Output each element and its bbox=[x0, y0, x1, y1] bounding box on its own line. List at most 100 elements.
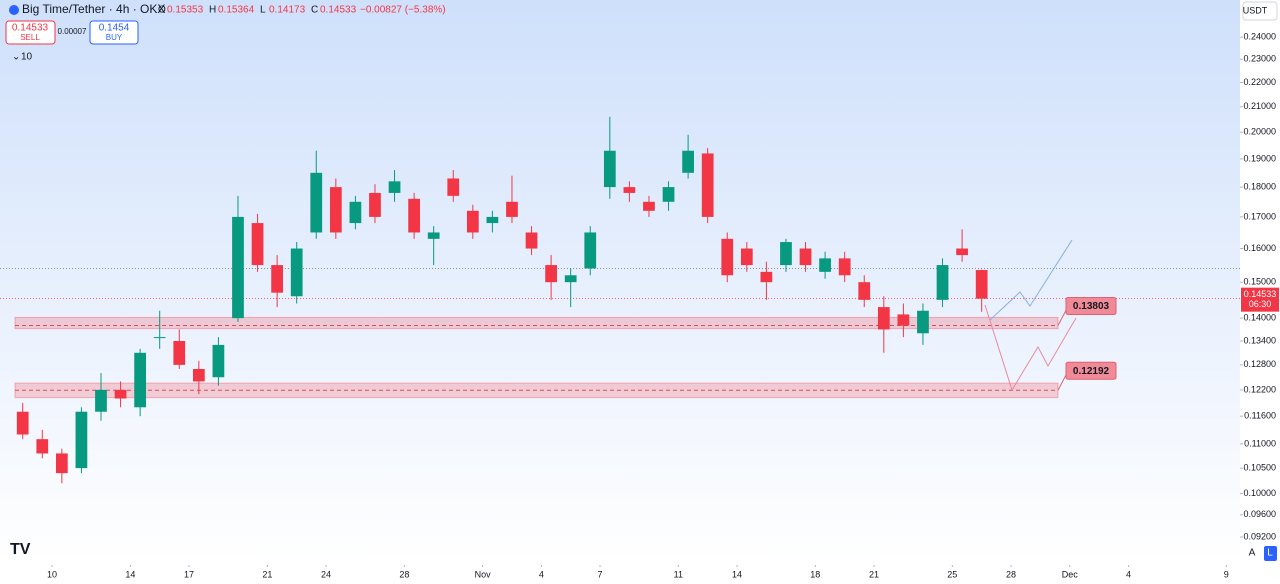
candle-body bbox=[780, 242, 792, 266]
candle-body bbox=[975, 270, 988, 299]
candle-body bbox=[173, 340, 186, 365]
candle-body bbox=[525, 232, 538, 249]
candle-body bbox=[877, 307, 890, 330]
candle-body bbox=[682, 150, 694, 173]
x-tick-label: Dec bbox=[1062, 569, 1079, 579]
candle-body bbox=[427, 232, 440, 239]
candle-body bbox=[55, 453, 68, 474]
y-tick-label: 0.23000 bbox=[1243, 54, 1276, 64]
x-tick-label: 24 bbox=[321, 569, 331, 579]
candle-body bbox=[16, 411, 29, 435]
ohlc-letter: C bbox=[311, 5, 318, 16]
x-tick-label: 18 bbox=[810, 569, 820, 579]
buy-button[interactable] bbox=[89, 20, 139, 45]
candle-body bbox=[466, 210, 479, 233]
candle-body bbox=[310, 172, 323, 233]
zone-label: 0.12192 bbox=[1073, 366, 1110, 377]
candle-body bbox=[114, 389, 127, 399]
y-tick-label: 0.17000 bbox=[1243, 211, 1276, 221]
buy-label: BUY bbox=[106, 33, 123, 42]
candle-body bbox=[153, 337, 166, 339]
candle-body bbox=[134, 352, 146, 408]
scale-button-auto[interactable]: A bbox=[1249, 548, 1256, 559]
scale-button-log[interactable]: L bbox=[1267, 548, 1273, 559]
candle-body bbox=[721, 238, 734, 276]
candle-body bbox=[349, 201, 362, 224]
candle-body bbox=[192, 368, 205, 382]
candle-body bbox=[251, 223, 264, 266]
currency-button[interactable] bbox=[1242, 1, 1278, 21]
candle-body bbox=[917, 310, 929, 334]
candle-body bbox=[271, 265, 283, 293]
candle-body bbox=[603, 150, 616, 188]
x-tick-label: Nov bbox=[475, 569, 492, 579]
y-tick-label: 0.15000 bbox=[1243, 277, 1276, 287]
x-tick-label: 17 bbox=[184, 569, 194, 579]
y-tick-label: 0.20000 bbox=[1243, 127, 1276, 137]
ohlc-open: 0.15353 bbox=[167, 5, 204, 16]
y-tick-label: 0.16000 bbox=[1243, 243, 1276, 253]
zone-label-bg bbox=[1065, 361, 1117, 380]
candle-body bbox=[486, 216, 499, 224]
scale-button-bg[interactable] bbox=[1264, 546, 1277, 561]
y-tick-label: 0.18000 bbox=[1243, 181, 1276, 191]
y-tick-label: 0.19000 bbox=[1243, 153, 1276, 163]
y-tick-label: 0.21000 bbox=[1243, 101, 1276, 111]
zone-label: 0.13803 bbox=[1073, 301, 1110, 312]
collapse-arrow[interactable]: ⌄ bbox=[12, 52, 20, 63]
y-tick-label: 0.10000 bbox=[1243, 488, 1276, 498]
x-tick-label: 14 bbox=[125, 569, 135, 579]
candle-body bbox=[564, 275, 577, 283]
y-tick-label: 0.09200 bbox=[1243, 531, 1276, 541]
logo: TV bbox=[10, 541, 31, 558]
y-tick-label: 0.12200 bbox=[1243, 384, 1276, 394]
projection-up bbox=[989, 239, 1073, 321]
zone bbox=[14, 316, 1059, 330]
ohlc-letter: O bbox=[158, 5, 166, 16]
ohlc-letter: L bbox=[260, 5, 266, 16]
candle-body bbox=[408, 198, 420, 233]
candle-body bbox=[447, 178, 460, 196]
indicator-count: 10 bbox=[21, 52, 33, 63]
sell-button[interactable] bbox=[5, 20, 56, 45]
change: −0.00827 (−5.38%) bbox=[360, 5, 446, 16]
candle-body bbox=[290, 248, 303, 297]
last-price: 0.14533 bbox=[1244, 289, 1277, 299]
candle-body bbox=[760, 271, 773, 283]
countdown: 06:30 bbox=[1249, 299, 1272, 309]
candle-body bbox=[701, 153, 714, 217]
candle-body bbox=[838, 258, 851, 276]
y-tick-label: 0.14000 bbox=[1243, 313, 1276, 323]
ohlc-low: 0.14173 bbox=[269, 5, 306, 16]
y-tick-label: 0.13400 bbox=[1243, 335, 1276, 345]
candle-body bbox=[329, 187, 342, 233]
projection-down bbox=[984, 304, 1077, 392]
y-tick-label: 0.10500 bbox=[1243, 463, 1276, 473]
y-tick-label: 0.22000 bbox=[1243, 77, 1276, 87]
axis-background bbox=[0, 565, 1240, 584]
candle-body bbox=[506, 201, 518, 217]
buy-price: 0.1454 bbox=[99, 23, 130, 34]
y-tick-label: 0.11000 bbox=[1244, 438, 1276, 448]
x-tick-label: 21 bbox=[869, 569, 879, 579]
symbol: Big Time/Tether · 4h · OKX bbox=[22, 2, 165, 16]
spread: 0.00007 bbox=[58, 27, 87, 36]
sell-price: 0.14533 bbox=[12, 23, 49, 34]
candle-body bbox=[799, 248, 812, 266]
zone-label-bg bbox=[1065, 297, 1117, 316]
x-tick-label: 4 bbox=[539, 569, 544, 579]
candle-body bbox=[369, 192, 381, 217]
x-tick-label: 9 bbox=[1224, 569, 1229, 579]
candle-body bbox=[232, 216, 244, 319]
candle-body bbox=[740, 248, 753, 266]
candle-body bbox=[212, 344, 225, 378]
candle-body bbox=[936, 265, 949, 300]
candle-body bbox=[819, 258, 831, 272]
plot-background bbox=[0, 0, 1240, 565]
x-tick-label: 7 bbox=[598, 569, 603, 579]
x-tick-label: 21 bbox=[262, 569, 272, 579]
x-tick-label: 28 bbox=[399, 569, 409, 579]
last-price-bg bbox=[1241, 287, 1279, 312]
candle-body bbox=[36, 439, 49, 454]
currency: USDT bbox=[1243, 5, 1268, 15]
